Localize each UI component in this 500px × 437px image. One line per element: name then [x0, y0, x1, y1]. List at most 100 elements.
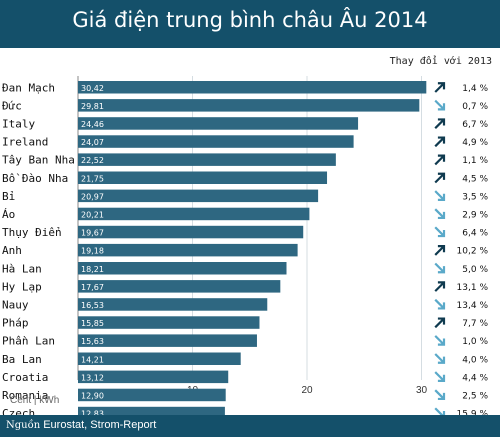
change-label: 4,4 % — [462, 373, 488, 383]
category-label: Hy Lạp — [2, 280, 42, 293]
bar-value-label: 21,75 — [81, 174, 104, 183]
arrow-down-icon — [434, 298, 446, 310]
change-label: 4,0 % — [462, 355, 488, 365]
change-label: 1,0 % — [462, 337, 488, 347]
arrow-up-icon — [434, 317, 446, 329]
bar — [78, 189, 319, 203]
category-label: Áo — [2, 208, 15, 221]
bar — [78, 171, 328, 184]
category-label: Đan Mạch — [2, 81, 55, 94]
bar-value-label: 14,21 — [81, 355, 104, 364]
category-label: Đức — [2, 99, 22, 112]
change-label: 10,2 % — [457, 247, 489, 257]
arrow-up-icon — [434, 154, 446, 166]
bar-value-label: 15,85 — [81, 319, 104, 328]
change-label: 2,9 % — [462, 210, 488, 220]
bar — [78, 135, 354, 148]
source-text: Eurostat, Strom-Report — [43, 419, 157, 431]
bar-value-label: 19,18 — [81, 247, 104, 256]
bar-value-label: 15,63 — [81, 337, 104, 346]
bar-value-label: 12,90 — [81, 391, 104, 400]
category-label: Phần Lan — [2, 335, 55, 348]
bar-value-label: 29,81 — [81, 102, 104, 111]
x-tick-label: 20 — [301, 385, 313, 396]
category-label: Thụy Điển — [2, 226, 62, 239]
bar-value-label: 17,67 — [81, 283, 104, 292]
bar-value-label: 13,12 — [81, 373, 104, 382]
bar — [78, 153, 336, 166]
source-label: Nguồn — [6, 420, 41, 431]
bar-value-label: 12,83 — [81, 410, 104, 419]
change-label: 1,1 % — [462, 156, 488, 166]
change-label: 7,7 % — [462, 319, 488, 329]
change-label: 6,7 % — [462, 120, 488, 130]
change-label: 4,5 % — [462, 174, 488, 184]
category-label: Nauy — [2, 298, 29, 311]
bar-value-label: 20,97 — [81, 192, 104, 201]
page-title: Giá điện trung bình châu Âu 2014 — [72, 8, 428, 32]
bar — [78, 298, 268, 311]
header-bar: Giá điện trung bình châu Âu 2014 — [0, 0, 500, 48]
category-label: Ba Lan — [2, 353, 42, 366]
bar-value-label: 24,46 — [81, 120, 104, 129]
arrow-down-icon — [434, 208, 446, 220]
arrow-up-icon — [434, 118, 446, 130]
change-label: 3,5 % — [462, 192, 488, 202]
arrow-up-icon — [434, 136, 446, 148]
axis-unit-label: Cent | kWh — [10, 395, 60, 406]
change-label: 4,9 % — [462, 138, 488, 148]
change-label: 15,9 % — [457, 410, 489, 420]
bar — [78, 81, 427, 94]
change-label: 13,4 % — [457, 301, 489, 311]
bar-value-label: 16,53 — [81, 301, 104, 310]
x-tick-label: 30 — [416, 385, 428, 396]
change-label: 5,0 % — [462, 265, 488, 275]
bar-value-label: 19,67 — [81, 229, 104, 238]
arrow-down-icon — [434, 353, 446, 364]
bar — [78, 280, 281, 293]
source-line: Nguồn Eurostat, Strom-Report — [6, 419, 156, 431]
bar — [78, 262, 287, 275]
change-column-header: Thay đổi với 2013 — [389, 56, 492, 67]
bar — [78, 117, 359, 130]
bar — [78, 243, 298, 257]
category-label: Bồ Đào Nha — [2, 172, 68, 185]
change-label: 6,4 % — [462, 229, 488, 239]
arrow-down-icon — [434, 99, 446, 111]
bar-value-label: 22,52 — [81, 156, 104, 165]
change-label: 0,7 % — [462, 102, 488, 112]
category-label: Pháp — [2, 317, 29, 330]
arrow-down-icon — [434, 371, 446, 382]
bar-value-label: 30,42 — [81, 84, 104, 93]
arrow-up-icon — [434, 281, 446, 292]
bar — [78, 334, 257, 347]
arrow-up-icon — [434, 172, 446, 184]
bar-value-label: 20,21 — [81, 210, 104, 219]
category-label: Croatia — [2, 371, 48, 384]
change-label: 2,5 % — [462, 391, 488, 401]
bar — [78, 99, 420, 112]
arrow-up-icon — [434, 245, 446, 256]
category-label: Hà Lan — [2, 262, 42, 275]
category-label: Bỉ — [2, 190, 15, 203]
category-label: Anh — [2, 244, 22, 257]
arrow-down-icon — [434, 190, 446, 201]
change-label: 1,4 % — [462, 84, 488, 94]
category-label: Italy — [2, 117, 35, 130]
change-label: 13,1 % — [457, 283, 489, 293]
footer-bar: Nguồn Eurostat, Strom-Report — [0, 415, 500, 437]
bar — [78, 352, 241, 365]
category-label: Ireland — [2, 136, 48, 149]
category-label: Romania — [2, 389, 48, 402]
bar — [78, 388, 226, 402]
bar — [78, 207, 310, 221]
arrow-down-icon — [434, 335, 446, 346]
arrow-down-icon — [434, 262, 446, 274]
bar-value-label: 24,07 — [81, 138, 104, 147]
bar — [78, 316, 260, 329]
bar-value-label: 18,21 — [81, 265, 104, 274]
category-label: Tây Ban Nha — [2, 154, 75, 167]
arrow-down-icon — [434, 226, 446, 238]
bar — [78, 225, 304, 239]
